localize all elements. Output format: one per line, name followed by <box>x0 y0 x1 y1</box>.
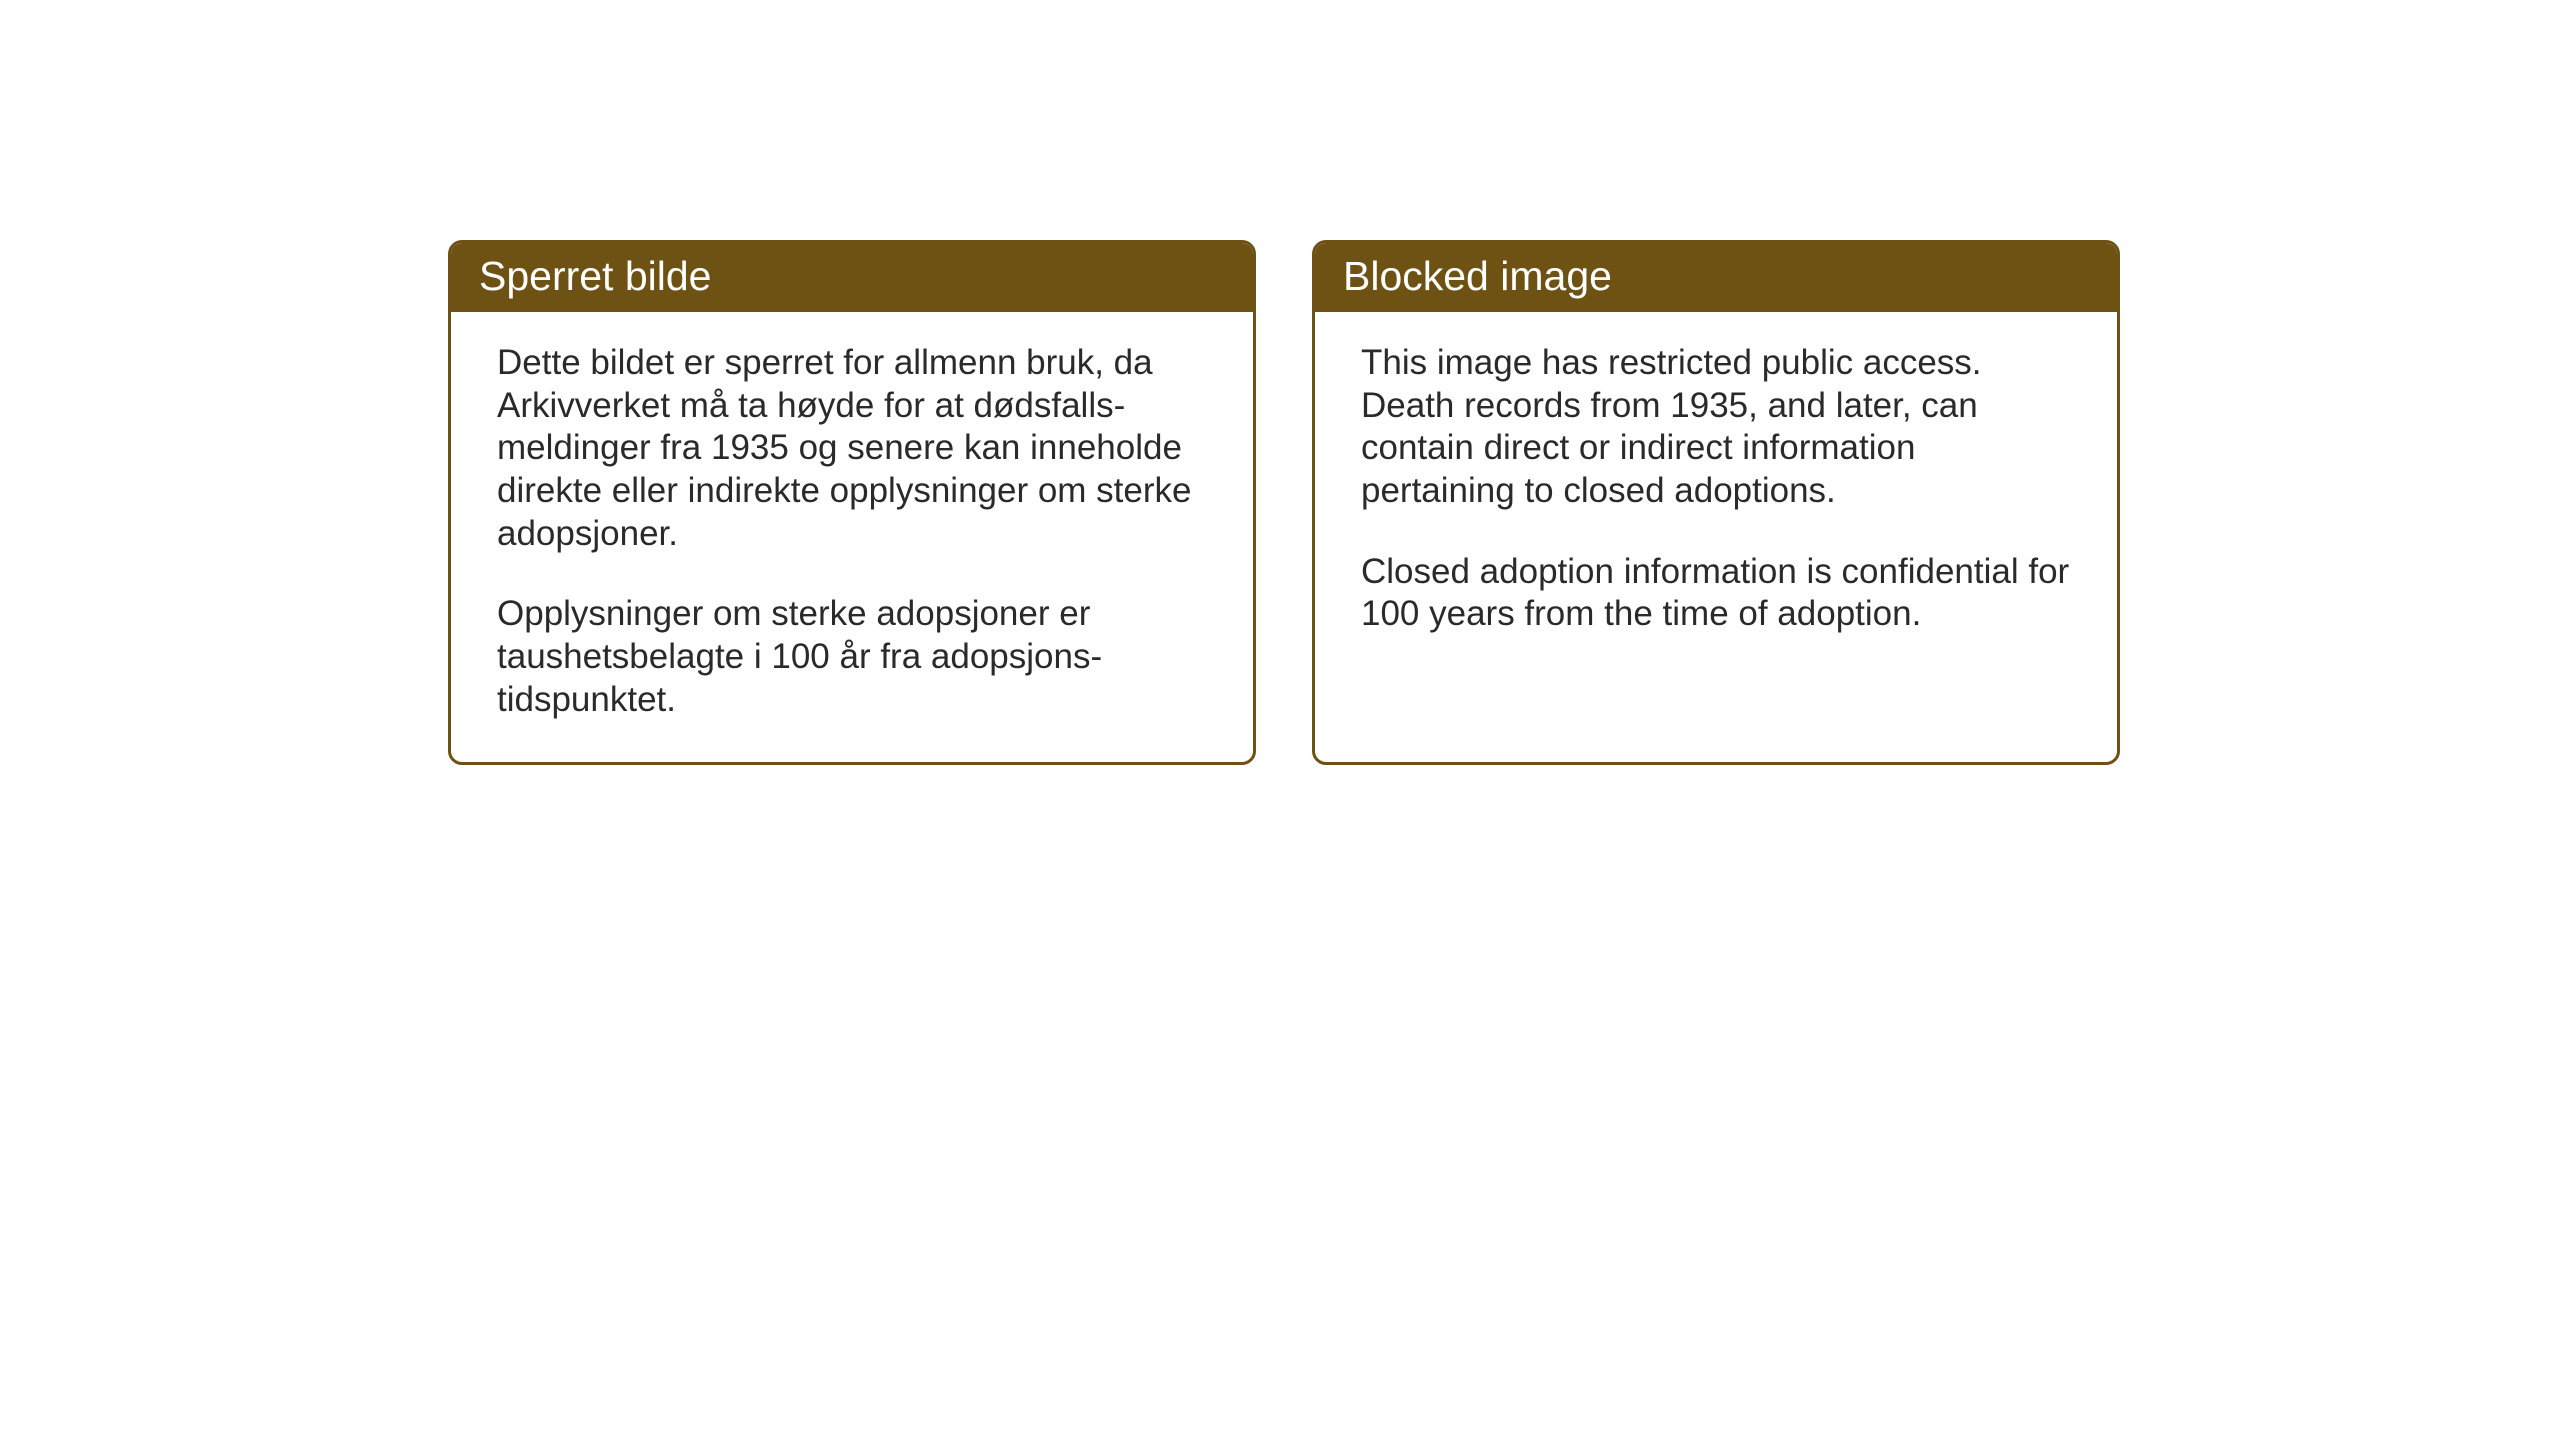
notice-header-english: Blocked image <box>1315 243 2117 312</box>
notice-container: Sperret bilde Dette bildet er sperret fo… <box>448 240 2120 765</box>
notice-paragraph: Closed adoption information is confident… <box>1361 551 2071 636</box>
notice-paragraph: This image has restricted public access.… <box>1361 342 2071 513</box>
notice-card-english: Blocked image This image has restricted … <box>1312 240 2120 765</box>
notice-paragraph: Opplysninger om sterke adopsjoner er tau… <box>497 593 1207 721</box>
notice-card-norwegian: Sperret bilde Dette bildet er sperret fo… <box>448 240 1256 765</box>
notice-body-norwegian: Dette bildet er sperret for allmenn bruk… <box>451 312 1253 762</box>
notice-body-english: This image has restricted public access.… <box>1315 312 2117 742</box>
notice-header-norwegian: Sperret bilde <box>451 243 1253 312</box>
notice-paragraph: Dette bildet er sperret for allmenn bruk… <box>497 342 1207 555</box>
